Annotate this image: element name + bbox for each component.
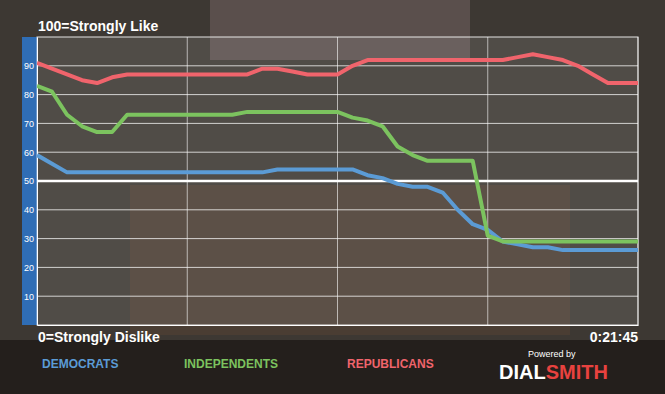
y-tick: 40 xyxy=(24,205,37,215)
series-line xyxy=(37,54,638,83)
y-tick-label: 20 xyxy=(24,263,34,273)
x-axis xyxy=(38,325,639,327)
y-tick: 70 xyxy=(24,119,37,129)
brand-part: DIAL xyxy=(499,361,546,383)
brand: DIALSMITH xyxy=(499,361,608,383)
grid xyxy=(37,37,638,325)
legend-entry: INDEPENDENTS xyxy=(184,357,278,371)
grid-line-x xyxy=(37,37,38,325)
y-tick: 10 xyxy=(24,292,37,302)
powered-by: Powered by xyxy=(528,349,576,359)
grid-line-x xyxy=(487,37,488,325)
series-line xyxy=(37,155,638,250)
y-tick-label: 70 xyxy=(24,119,34,129)
y-tick-label: 90 xyxy=(24,61,34,71)
y-tick: 90 xyxy=(24,61,37,71)
x-axis-line xyxy=(38,325,639,326)
chart: 10 20 30 40 50 60 70 80 90 100=Strongly Like 0=Str… xyxy=(0,0,665,394)
legend: DEMOCRATS INDEPENDENTS REPUBLICANS xyxy=(42,357,434,371)
series-lines xyxy=(37,54,638,250)
axis-bar xyxy=(22,37,37,325)
legend-entry: DEMOCRATS xyxy=(42,357,118,371)
y-tick: 50 xyxy=(24,176,37,186)
brand-part: SMITH xyxy=(546,361,608,383)
y-tick: 30 xyxy=(24,234,37,244)
y-tick: 60 xyxy=(24,148,37,158)
y-tick: 20 xyxy=(24,263,37,273)
y-tick-label: 50 xyxy=(24,176,34,186)
y-tick-label: 60 xyxy=(24,148,34,158)
y-tick-label: 40 xyxy=(24,205,34,215)
y-tick: 80 xyxy=(24,90,37,100)
y-tick-label: 80 xyxy=(24,90,34,100)
y-tick-label: 30 xyxy=(24,234,34,244)
timer: 0:21:45 xyxy=(590,329,638,345)
plot-frame xyxy=(37,37,638,325)
legend-entry: REPUBLICANS xyxy=(347,357,434,371)
series-line xyxy=(37,86,638,242)
y-top-label: 100=Strongly Like xyxy=(38,18,158,34)
background xyxy=(0,0,665,394)
y-tick-label: 10 xyxy=(24,292,34,302)
y-axis-line xyxy=(37,38,38,326)
legend-strip xyxy=(0,340,665,394)
y-axis: 10 20 30 40 50 60 70 80 90 xyxy=(24,38,38,326)
grid-line-x xyxy=(638,37,639,325)
grid-line-x xyxy=(187,37,188,325)
grid-line-x xyxy=(337,37,338,325)
y-bottom-label: 0=Strongly Dislike xyxy=(38,329,160,345)
